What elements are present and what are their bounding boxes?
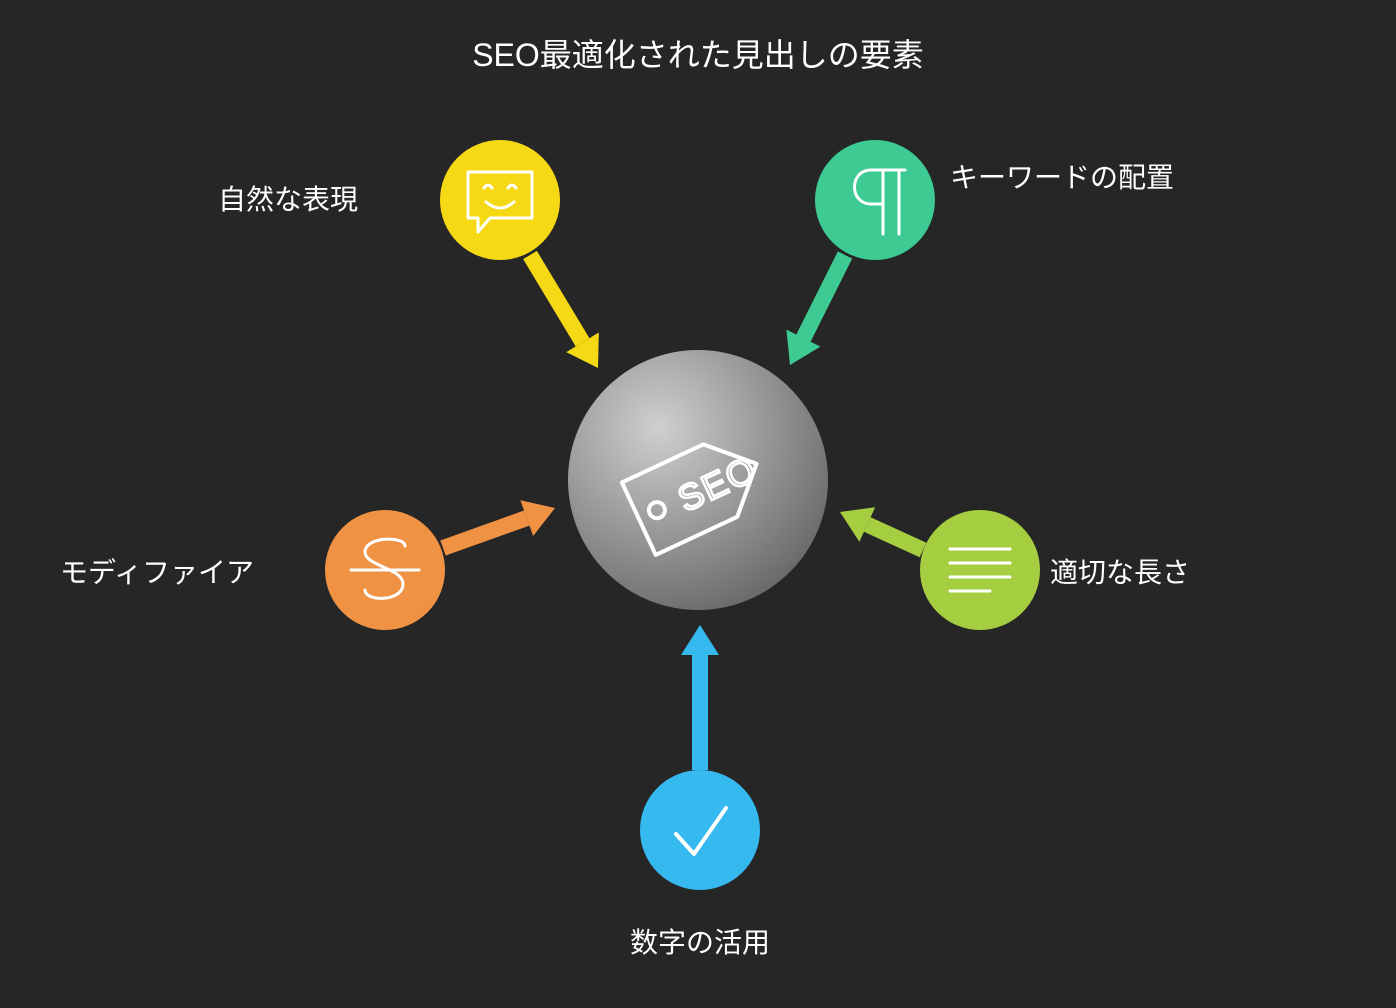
diagram-canvas: SEO <box>0 0 1396 1008</box>
node-circle-numbers <box>640 770 760 890</box>
label-numbers: 数字の活用 <box>600 925 800 960</box>
node-circle-natural <box>440 140 560 260</box>
node-circle-length <box>920 510 1040 630</box>
diagram-stage: SEO最適化された見出しの要素 SEO 自然な表現 キーワードの配置 適切な長さ… <box>0 0 1396 1008</box>
label-keyword: キーワードの配置 <box>950 160 1210 195</box>
label-length: 適切な長さ <box>1050 555 1270 590</box>
label-natural: 自然な表現 <box>218 182 438 217</box>
node-circle-keyword <box>815 140 935 260</box>
label-modifier: モディファイア <box>60 555 320 590</box>
